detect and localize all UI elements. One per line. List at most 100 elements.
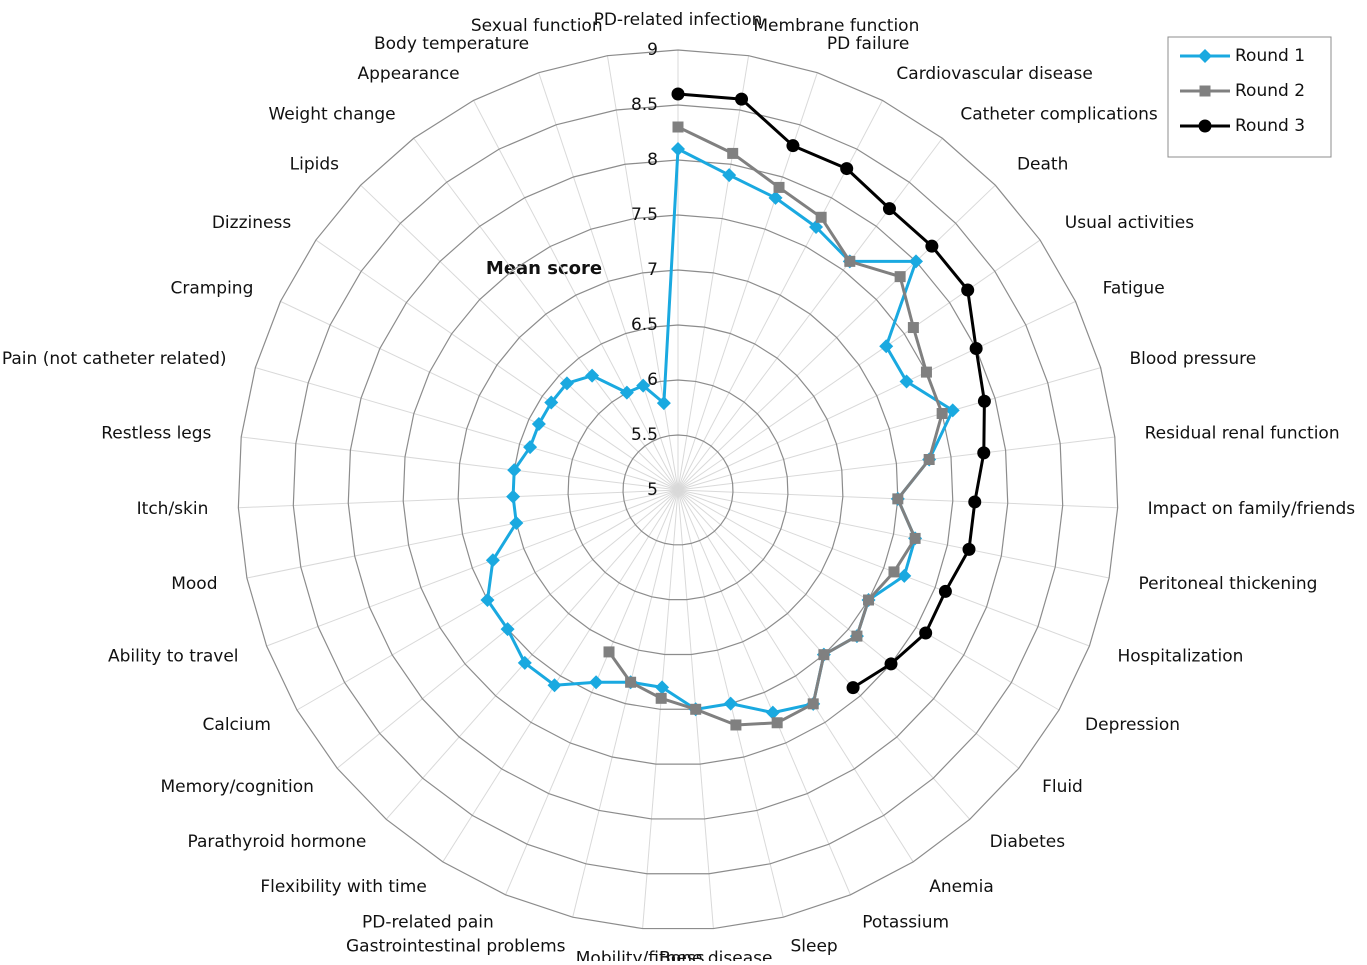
data-point — [809, 220, 824, 235]
data-point — [908, 254, 923, 269]
category-label: Itch/skin — [137, 499, 209, 519]
category-label: Lipids — [290, 154, 339, 174]
data-point — [671, 142, 685, 156]
data-point — [807, 698, 819, 710]
data-point — [968, 495, 982, 509]
category-label: Diabetes — [990, 832, 1066, 852]
data-point — [655, 680, 670, 695]
category-label: Pain (not catheter related) — [2, 349, 227, 369]
data-point — [882, 202, 896, 216]
data-point — [722, 168, 737, 183]
tick-label: 5 — [647, 480, 658, 500]
legend-label: Round 3 — [1235, 116, 1305, 136]
data-point — [672, 121, 684, 133]
tick-label: 5.5 — [631, 425, 658, 445]
legend-label: Round 2 — [1235, 81, 1305, 101]
data-point — [735, 92, 749, 106]
category-label: Anemia — [929, 877, 994, 897]
data-point — [888, 566, 900, 578]
data-point — [919, 626, 933, 640]
data-point — [480, 593, 495, 607]
data-point — [962, 542, 976, 556]
category-label: Flexibility with time — [260, 877, 426, 897]
category-label: Cardiovascular disease — [896, 64, 1092, 84]
data-point — [897, 568, 912, 583]
category-label: Usual activities — [1065, 213, 1194, 233]
tick-label: 7 — [647, 260, 658, 280]
category-label: Potassium — [862, 912, 949, 932]
data-point — [655, 692, 667, 704]
category-label: Restless legs — [101, 423, 211, 443]
data-point — [531, 416, 546, 431]
data-point — [547, 678, 562, 693]
category-label: Weight change — [268, 104, 395, 124]
data-point — [765, 705, 780, 720]
grid-ring — [622, 434, 734, 546]
grid-ring — [347, 159, 1009, 820]
data-point — [727, 147, 739, 159]
data-point — [945, 403, 960, 418]
data-point — [517, 655, 532, 670]
data-point — [585, 368, 600, 383]
data-point — [909, 532, 921, 544]
category-label: Death — [1017, 154, 1068, 174]
data-point — [730, 719, 742, 731]
grid-ring — [292, 104, 1064, 875]
data-point — [500, 622, 515, 637]
category-label: Cramping — [170, 279, 253, 299]
series-line — [677, 92, 986, 689]
data-point — [969, 342, 983, 356]
category-label: Memory/cognition — [160, 777, 313, 797]
data-point — [507, 463, 522, 478]
series-line — [486, 147, 955, 715]
data-point — [840, 162, 854, 176]
category-label: PD failure — [827, 34, 909, 54]
grid-ring — [237, 49, 1119, 930]
category-label: Sleep — [790, 936, 837, 956]
data-point — [851, 630, 863, 642]
data-point — [690, 703, 702, 715]
data-point — [506, 489, 521, 504]
tick-label: 6 — [647, 370, 658, 390]
data-point — [815, 211, 827, 223]
data-point — [923, 454, 935, 466]
data-point — [619, 385, 634, 400]
data-point — [771, 717, 783, 729]
data-point — [544, 395, 559, 410]
category-label: Body temperature — [374, 34, 529, 54]
data-point — [523, 440, 538, 455]
data-point — [509, 516, 524, 531]
data-point — [863, 594, 875, 606]
category-label: Catheter complications — [960, 104, 1158, 124]
data-point — [879, 339, 894, 354]
category-label: Parathyroid hormone — [188, 832, 367, 852]
data-point — [846, 681, 860, 695]
category-label: PD-related infection — [594, 10, 763, 30]
tick-label: 8.5 — [631, 95, 658, 115]
category-label: Ability to travel — [108, 647, 239, 667]
category-label: Dizziness — [212, 213, 291, 233]
data-point — [559, 376, 574, 391]
data-point — [925, 239, 939, 253]
data-point — [656, 396, 671, 411]
grid-ring — [457, 269, 899, 710]
data-point — [977, 394, 991, 408]
category-label: Peritoneal thickening — [1139, 574, 1318, 594]
tick-label: 7.5 — [631, 205, 658, 225]
data-point — [907, 322, 919, 334]
data-point — [603, 646, 615, 658]
legend-marker — [1198, 49, 1212, 63]
data-point — [768, 190, 783, 205]
category-label: Fatigue — [1103, 279, 1165, 299]
category-label: Gastrointestinal problems — [346, 936, 566, 956]
data-point — [920, 366, 932, 378]
data-point — [899, 374, 914, 389]
legend-marker — [1199, 85, 1211, 97]
tick-label: 8 — [647, 150, 658, 170]
data-point — [818, 649, 830, 661]
data-point — [773, 181, 785, 193]
axis-title: Mean score — [486, 258, 602, 279]
data-point — [894, 271, 906, 283]
data-point — [961, 283, 975, 297]
